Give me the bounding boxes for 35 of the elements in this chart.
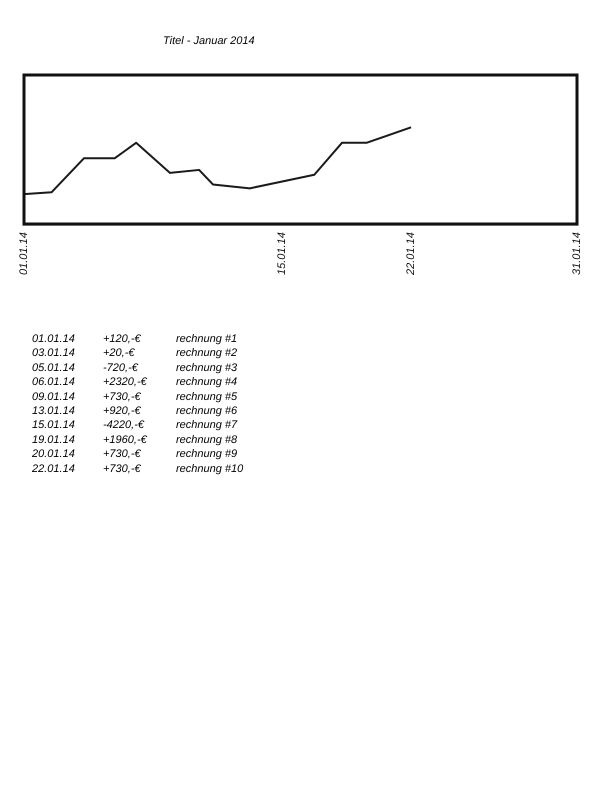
x-tick-label: 01.01.14 xyxy=(18,232,30,276)
text: rechnung #1 xyxy=(176,333,238,345)
text: rechnung #6 xyxy=(176,405,238,417)
text: 09.01.14 xyxy=(32,390,75,403)
text: +920,-€ xyxy=(103,405,141,417)
x-tick-label: 22.01.14 xyxy=(405,232,418,276)
text: 06.01.14 xyxy=(32,376,75,388)
text: +730,-€ xyxy=(103,448,141,460)
text: rechnung #8 xyxy=(176,434,238,446)
text: +1960,-€ xyxy=(103,434,147,446)
text: rechnung #3 xyxy=(176,362,238,374)
text: 03.01.14 xyxy=(32,347,75,360)
text: 05.01.14 xyxy=(32,362,75,374)
text: 22.01.14 xyxy=(32,462,75,475)
text: +2320,-€ xyxy=(103,376,147,388)
text: +120,-€ xyxy=(103,333,141,345)
text: rechnung #7 xyxy=(176,419,238,432)
text: rechnung #4 xyxy=(176,376,238,388)
x-tick-label: 31.01.14 xyxy=(571,232,584,276)
text: rechnung #5 xyxy=(176,390,238,403)
text: rechnung #9 xyxy=(176,448,238,460)
text: -4220,-€ xyxy=(103,419,144,432)
text: 20.01.14 xyxy=(32,448,75,460)
text: +730,-€ xyxy=(103,390,141,403)
text: 19.01.14 xyxy=(32,434,75,446)
text: rechnung #2 xyxy=(176,347,238,360)
text: +730,-€ xyxy=(103,462,141,475)
text: 01.01.14 xyxy=(32,333,75,345)
chart-title: Titel - Januar 2014 xyxy=(163,35,255,47)
text: rechnung #10 xyxy=(176,462,244,475)
x-tick-label: 15.01.14 xyxy=(276,232,288,276)
text: +20,-€ xyxy=(103,347,134,360)
text: 15.01.14 xyxy=(32,419,75,432)
text: 13.01.14 xyxy=(32,405,75,417)
text: -720,-€ xyxy=(103,362,138,374)
